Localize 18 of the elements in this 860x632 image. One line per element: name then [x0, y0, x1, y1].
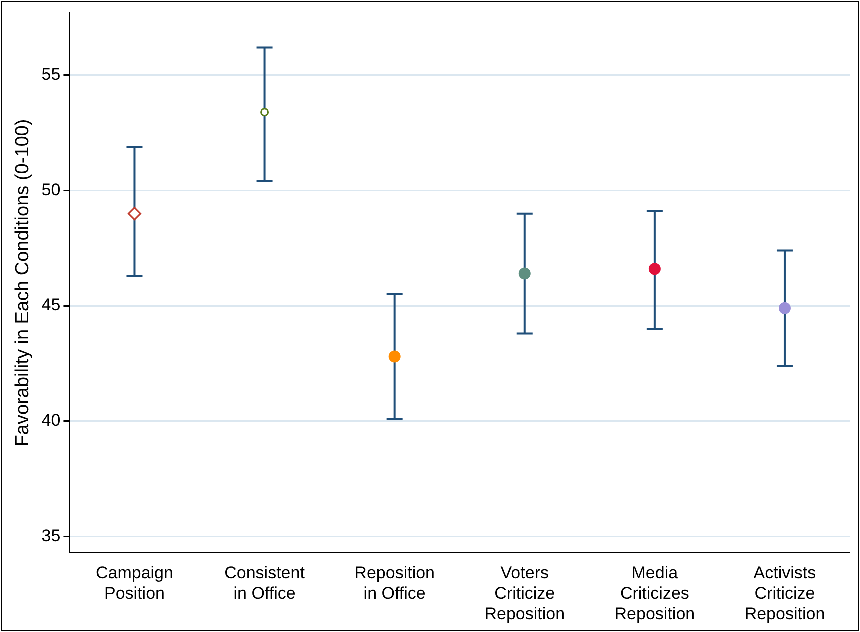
- x-tick-label: Campaign Position: [96, 564, 174, 604]
- y-tick-label: 40: [42, 411, 61, 430]
- y-tick-label: 45: [42, 296, 61, 315]
- x-tick-label: Reposition in Office: [354, 564, 435, 604]
- x-tick-label: Media Criticizes Reposition: [614, 564, 696, 624]
- point: [648, 263, 661, 276]
- x-tick-label: Consistent in Office: [224, 564, 306, 604]
- y-tick-label: 55: [42, 65, 61, 84]
- point: [388, 350, 401, 363]
- point: [260, 108, 270, 117]
- point: [778, 302, 791, 314]
- x-tick-label: Activists Criticize Reposition: [744, 564, 826, 624]
- point: [518, 268, 531, 280]
- y-tick-label: 50: [42, 180, 61, 200]
- point: [128, 207, 142, 221]
- y-tick-label: 35: [42, 526, 61, 546]
- y-axis-title: Favorability in Each Conditions (0-100): [12, 119, 34, 447]
- x-tick-label: Voters Criticize Reposition: [484, 564, 566, 624]
